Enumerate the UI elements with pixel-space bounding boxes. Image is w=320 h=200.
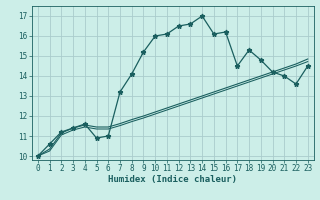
X-axis label: Humidex (Indice chaleur): Humidex (Indice chaleur)	[108, 175, 237, 184]
